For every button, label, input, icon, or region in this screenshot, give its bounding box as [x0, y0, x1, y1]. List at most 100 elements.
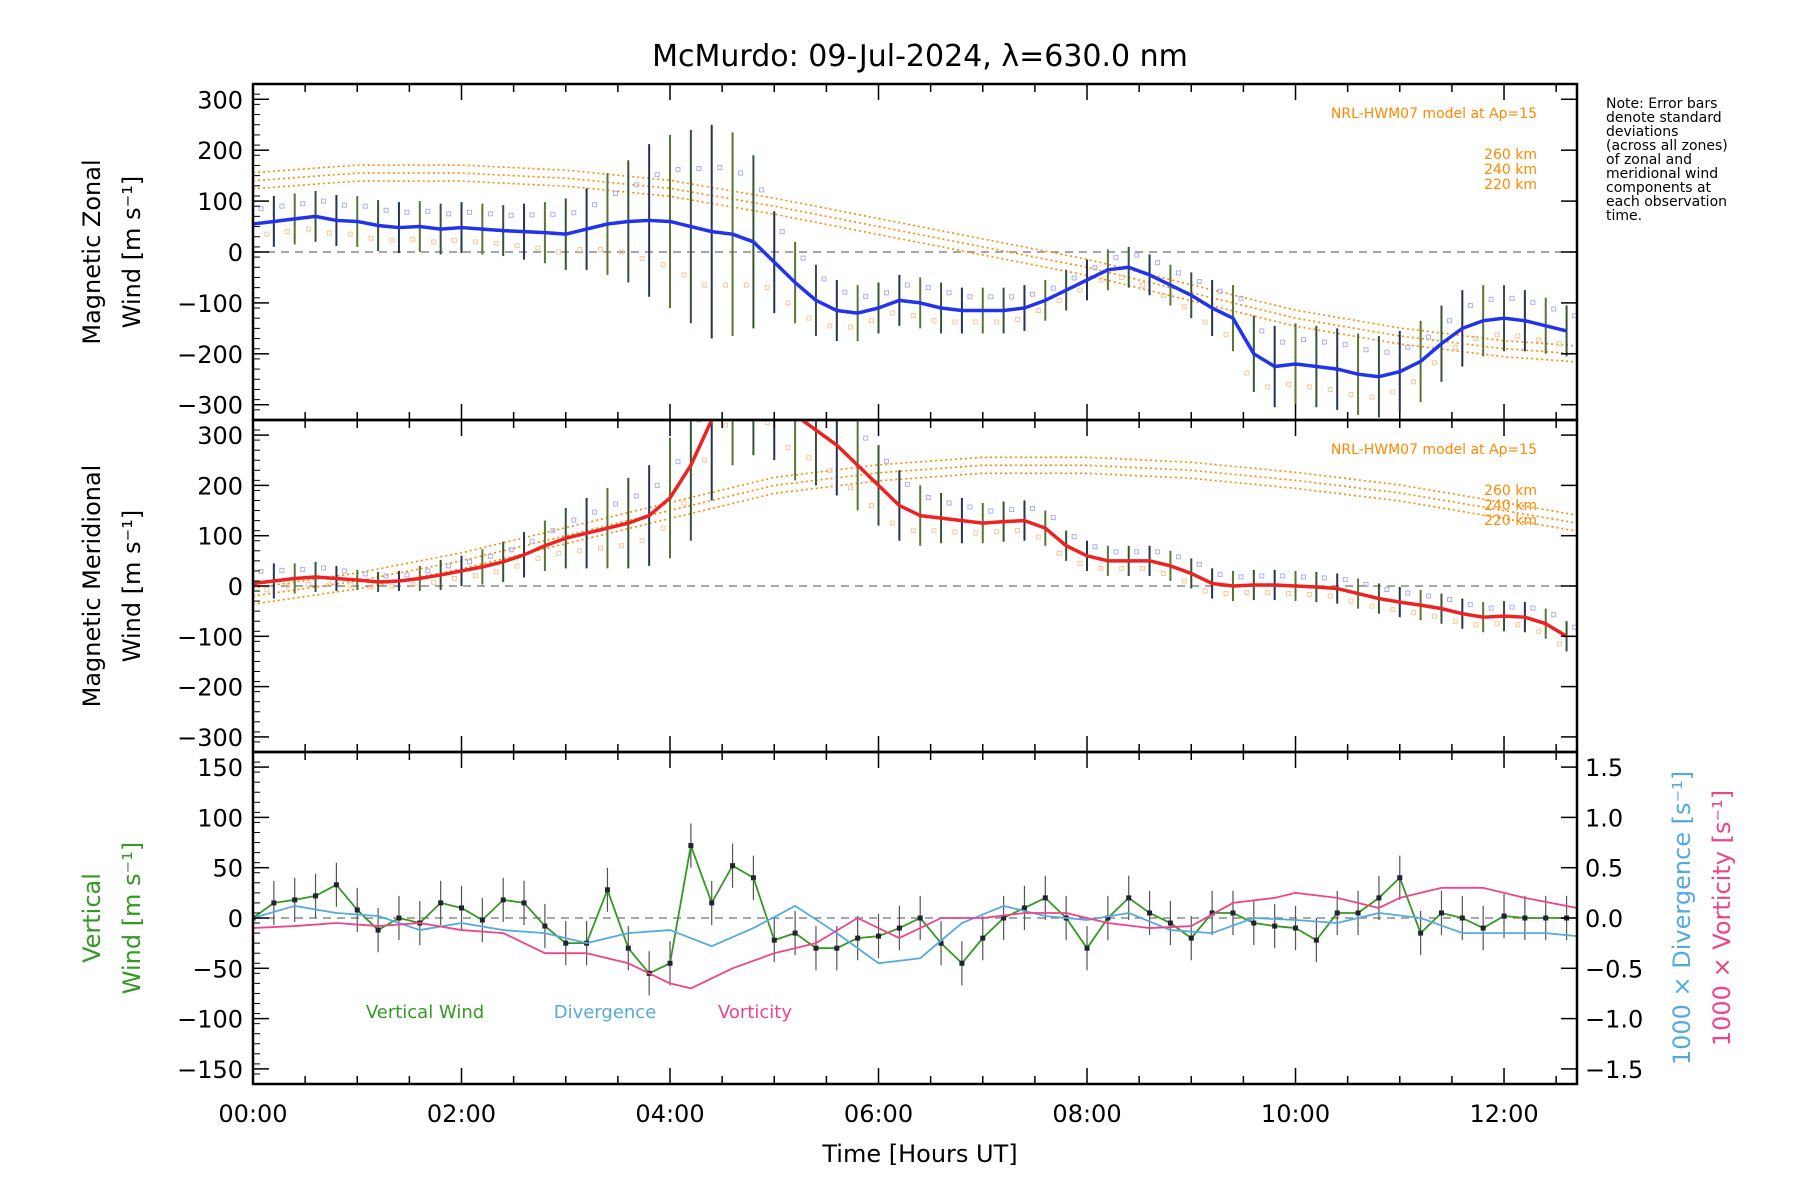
zone-point	[946, 500, 952, 506]
zone-point	[1009, 507, 1015, 513]
zone-point	[702, 457, 708, 463]
zone-point	[1557, 641, 1563, 647]
zone-point	[904, 481, 910, 487]
vertical-wind-point	[1480, 925, 1486, 931]
zone-point	[1530, 299, 1536, 305]
zone-point	[514, 563, 520, 569]
zone-point	[1327, 386, 1333, 392]
vertical-wind-point	[1251, 920, 1257, 926]
zone-point	[1530, 605, 1536, 611]
zone-point	[285, 229, 291, 235]
zone-point	[702, 282, 708, 288]
zone-point	[910, 528, 916, 534]
vertical-wind-point	[604, 887, 610, 893]
zone-point	[681, 272, 687, 278]
vertical-wind-point	[1397, 875, 1403, 881]
zone-point	[1452, 618, 1458, 624]
y-tick-label: −300	[177, 724, 243, 752]
zone-point	[1265, 384, 1271, 390]
zone-point	[801, 374, 805, 378]
zone-point	[952, 319, 958, 325]
zone-point	[1050, 285, 1056, 291]
model-altitude-label: 240 km	[1484, 162, 1537, 178]
zone-point	[843, 413, 847, 417]
vertical-wind-point	[1501, 913, 1507, 919]
zone-point	[946, 290, 952, 296]
zone-point	[827, 323, 833, 329]
zone-point	[618, 543, 624, 549]
y-axis-label-line2: Wind [m s⁻¹]	[118, 510, 146, 662]
zone-point	[1155, 549, 1161, 555]
model-label: NRL-HWM07 model at Ap=15	[1331, 442, 1537, 458]
zone-point	[452, 237, 458, 243]
note-line: Note: Error bars	[1606, 96, 1717, 112]
y-tick-label: 100	[197, 188, 243, 216]
vertical-wind-point	[1167, 920, 1173, 926]
zone-point	[1098, 565, 1104, 571]
zone-point	[842, 289, 848, 295]
zone-point	[472, 573, 478, 579]
zone-point	[1390, 607, 1396, 613]
zone-point	[889, 520, 895, 526]
zone-point	[681, 500, 687, 506]
zone-point	[1050, 515, 1056, 521]
y-axis-label-line2: Wind [m s⁻¹]	[118, 842, 146, 994]
zone-point	[326, 230, 332, 236]
legend-item: Divergence	[554, 1002, 657, 1023]
zone-point	[1119, 274, 1125, 280]
note-line: of zonal and	[1606, 152, 1692, 168]
model-altitude-label: 260 km	[1484, 483, 1537, 499]
zone-point	[321, 565, 327, 571]
note-line: each observation	[1606, 194, 1727, 210]
zone-point	[341, 568, 347, 574]
note-line: components at	[1606, 180, 1712, 196]
model-curve-2	[253, 472, 1577, 605]
zone-point	[931, 318, 937, 324]
zone-point	[1223, 591, 1229, 597]
legend-item: Vertical Wind	[366, 1002, 484, 1023]
zone-point	[306, 226, 312, 232]
zone-point	[1342, 342, 1348, 348]
zone-point	[592, 202, 598, 208]
y-right-tick-label: −1.5	[1585, 1056, 1643, 1084]
zone-point	[487, 553, 493, 559]
zone-point	[368, 235, 374, 241]
zone-point	[368, 584, 374, 590]
vertical-wind-point	[563, 940, 569, 946]
vertical-wind-point	[1418, 930, 1424, 936]
zone-point	[1431, 613, 1437, 619]
zone-point	[1134, 549, 1140, 555]
y-tick-label: −150	[177, 1056, 243, 1084]
zone-point	[821, 276, 827, 282]
zone-point	[529, 538, 535, 544]
zone-point	[848, 324, 854, 330]
note-line: deviations	[1606, 124, 1678, 140]
vertical-wind-point	[1126, 895, 1132, 901]
model-curve-1	[253, 464, 1577, 597]
zone-point	[1259, 328, 1265, 334]
zone-point	[848, 485, 854, 491]
zone-point	[1238, 574, 1244, 580]
zone-point	[785, 300, 791, 306]
vertical-wind-point	[1438, 910, 1444, 916]
zone-point	[1071, 534, 1077, 540]
vertical-wind-point	[1313, 937, 1319, 943]
vertical-wind-point	[396, 915, 402, 921]
zone-point	[285, 583, 291, 589]
zone-point	[1488, 605, 1494, 611]
zone-point	[884, 458, 890, 464]
zone-point	[1175, 554, 1181, 560]
vertical-wind-point	[1334, 910, 1340, 916]
vertical-wind-point	[876, 933, 882, 939]
zone-point	[779, 229, 785, 235]
zone-point	[1056, 297, 1062, 303]
note-line: denote standard	[1606, 110, 1722, 126]
zone-point	[1092, 544, 1098, 550]
vertical-wind-point	[855, 935, 861, 941]
zone-point	[1175, 270, 1181, 276]
panel-vertical: 00:00 02:00 04:00 06:00 08:00 10:00 12:00 150 10…	[78, 750, 1736, 1128]
x-tick-label: 00:00	[218, 1100, 287, 1128]
vertical-wind-point	[1293, 925, 1299, 931]
vertical-wind-point	[667, 960, 673, 966]
